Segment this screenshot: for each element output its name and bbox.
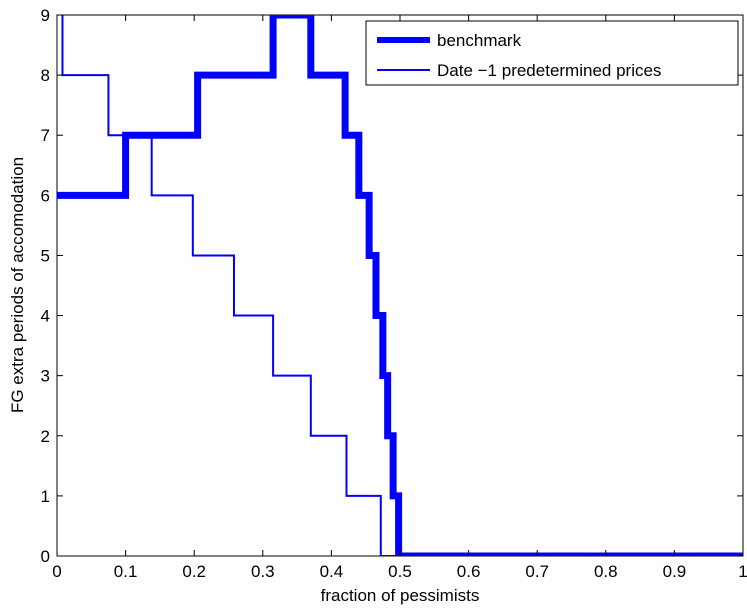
- x-tick-label: 1: [738, 562, 747, 581]
- y-tick-label: 0: [41, 547, 50, 566]
- x-tick-label: 0.5: [388, 562, 412, 581]
- x-tick-label: 0.1: [114, 562, 138, 581]
- y-tick-label: 4: [41, 307, 50, 326]
- legend-label-benchmark: benchmark: [437, 31, 522, 50]
- x-tick-label: 0.4: [320, 562, 344, 581]
- y-tick-label: 3: [41, 367, 50, 386]
- x-tick-label: 0.6: [457, 562, 481, 581]
- series-line-predetermined-prices: [61, 15, 743, 556]
- series-line-benchmark: [57, 15, 743, 556]
- x-tick-label: 0.3: [251, 562, 275, 581]
- x-tick-label: 0.9: [663, 562, 687, 581]
- y-axis-label: FG extra periods of accomodation: [8, 157, 27, 413]
- series-layer: [57, 15, 743, 556]
- x-tick-label: 0: [52, 562, 61, 581]
- x-tick-label: 0.7: [525, 562, 549, 581]
- tick-labels-layer: 0 0.1 0.2 0.3 0.4 0.5 0.6 0.7 0.8 0.9 1 0 1 2 3 4 5 6 7 8 9: [41, 6, 747, 581]
- x-axis-label: fraction of pessimists: [321, 586, 480, 605]
- x-tick-label: 0.2: [182, 562, 206, 581]
- y-tick-label: 2: [41, 427, 50, 446]
- plot-area: [56, 14, 744, 557]
- ticks-layer: [56, 14, 744, 557]
- y-tick-label: 7: [41, 126, 50, 145]
- legend-box: [365, 20, 739, 86]
- x-tick-label: 0.8: [594, 562, 618, 581]
- y-tick-label: 9: [41, 6, 50, 25]
- legend-label-predetermined-prices: Date −1 predetermined prices: [437, 61, 661, 80]
- y-tick-label: 5: [41, 246, 50, 265]
- y-tick-label: 8: [41, 66, 50, 85]
- legend: benchmark Date −1 predetermined prices: [365, 20, 739, 86]
- y-tick-label: 6: [41, 186, 50, 205]
- y-tick-label: 1: [41, 487, 50, 506]
